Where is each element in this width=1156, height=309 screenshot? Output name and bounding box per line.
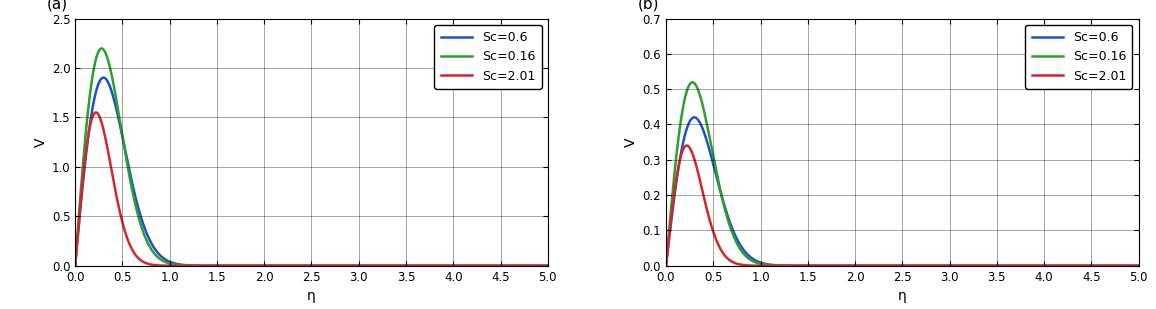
Y-axis label: V: V (624, 138, 638, 147)
Sc=0.6 (1072, 264, 1085, 268)
Sc=0.6 (1132, 264, 1146, 268)
Legend: Sc=0.6, Sc=0.16, Sc=2.01: Sc=0.6, Sc=0.16, Sc=2.01 (1025, 25, 1133, 89)
Sc=0.6 (97, 76, 111, 79)
Sc=0.6 (541, 264, 555, 268)
Sc=0.6 (840, 264, 854, 268)
Sc=2.01 (1132, 264, 1146, 268)
Sc=2.01 (250, 264, 264, 268)
Sc=0.6 (150, 250, 164, 254)
Sc=0.16 (1072, 264, 1085, 268)
Line: Sc=0.6: Sc=0.6 (666, 117, 1139, 266)
Sc=0.16 (686, 80, 699, 84)
Y-axis label: V: V (34, 138, 47, 147)
Sc=2.01 (713, 246, 727, 250)
Legend: Sc=0.6, Sc=0.16, Sc=2.01: Sc=0.6, Sc=0.16, Sc=2.01 (435, 25, 541, 89)
Sc=2.01 (1072, 264, 1085, 268)
Sc=0.16 (840, 264, 854, 268)
Sc=0.16 (1132, 264, 1146, 268)
Sc=0.16 (741, 256, 755, 260)
Line: Sc=2.01: Sc=2.01 (75, 112, 548, 266)
Sc=0.16 (541, 264, 555, 268)
Sc=0.16 (532, 264, 546, 268)
Text: (b): (b) (638, 0, 659, 11)
Sc=0.16 (95, 47, 109, 50)
Sc=0.6 (123, 168, 136, 171)
Sc=0.6 (271, 264, 284, 268)
Sc=0.6 (532, 264, 546, 268)
Sc=0.16 (861, 264, 875, 268)
Sc=0.16 (123, 173, 136, 177)
Line: Sc=0.16: Sc=0.16 (666, 82, 1139, 266)
X-axis label: η: η (898, 289, 906, 303)
Sc=0.16 (250, 264, 264, 268)
Sc=0.6 (481, 264, 495, 268)
Sc=2.01 (861, 264, 875, 268)
Sc=2.01 (741, 264, 755, 267)
Sc=0.16 (150, 255, 164, 259)
Sc=0.6 (659, 264, 673, 268)
Line: Sc=0.16: Sc=0.16 (75, 49, 548, 266)
Sc=2.01 (271, 264, 284, 268)
Sc=0.6 (68, 264, 82, 268)
Sc=0.16 (713, 187, 727, 191)
Sc=0.6 (688, 116, 702, 119)
Sc=0.6 (741, 253, 755, 257)
Sc=2.01 (541, 264, 555, 268)
Sc=2.01 (1122, 264, 1136, 268)
Sc=2.01 (68, 264, 82, 268)
Sc=2.01 (150, 264, 164, 267)
Sc=0.16 (68, 264, 82, 268)
Sc=0.6 (713, 188, 727, 192)
Sc=2.01 (532, 264, 546, 268)
Line: Sc=2.01: Sc=2.01 (666, 146, 1139, 266)
Sc=0.16 (481, 264, 495, 268)
Sc=0.16 (659, 264, 673, 268)
Text: (a): (a) (46, 0, 68, 11)
Sc=0.6 (1122, 264, 1136, 268)
Sc=0.6 (250, 264, 264, 268)
X-axis label: η: η (307, 289, 316, 303)
Sc=2.01 (840, 264, 854, 268)
Line: Sc=0.6: Sc=0.6 (75, 78, 548, 266)
Sc=2.01 (481, 264, 495, 268)
Sc=2.01 (680, 144, 694, 147)
Sc=2.01 (123, 241, 136, 245)
Sc=2.01 (659, 264, 673, 268)
Sc=0.6 (861, 264, 875, 268)
Sc=0.16 (271, 264, 284, 268)
Sc=2.01 (89, 111, 103, 114)
Sc=0.16 (1122, 264, 1136, 268)
